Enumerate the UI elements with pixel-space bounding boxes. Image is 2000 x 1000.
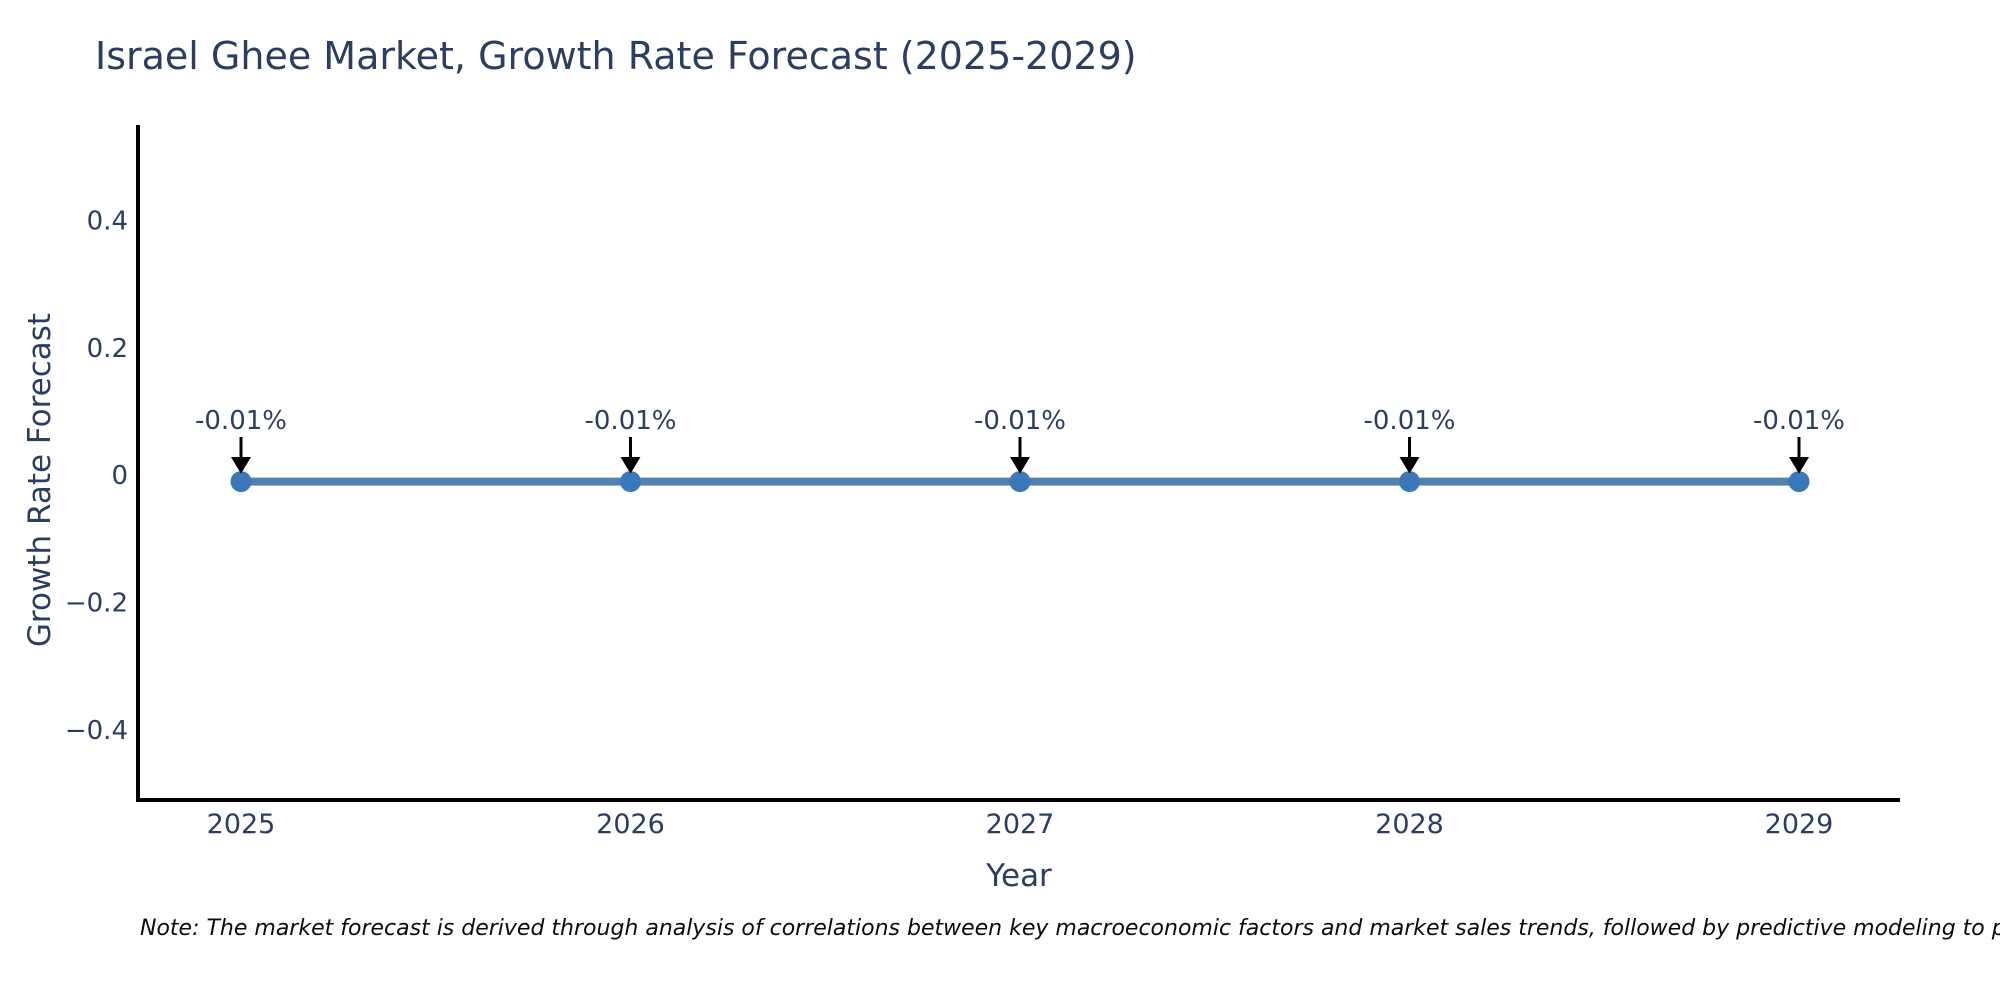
x-tick-label: 2026	[596, 809, 665, 840]
x-tick-label: 2027	[986, 809, 1055, 840]
x-axis-title: Year	[986, 858, 1052, 894]
annotation-arrowhead-icon	[1010, 457, 1030, 474]
y-tick-label: 0.2	[87, 334, 128, 364]
y-tick-label: −0.2	[65, 589, 128, 619]
data-point-marker[interactable]	[1009, 471, 1031, 493]
annotation-arrowhead-icon	[231, 457, 251, 474]
data-point-annotation: -0.01%	[585, 406, 677, 436]
data-point-marker[interactable]	[620, 471, 641, 493]
data-point-annotation: -0.01%	[195, 406, 287, 436]
data-point-marker[interactable]	[1399, 471, 1420, 493]
chart-title: Israel Ghee Market, Growth Rate Forecast…	[95, 34, 1137, 78]
annotation-arrowhead-icon	[1399, 457, 1420, 474]
data-point-annotation: -0.01%	[1753, 406, 1845, 436]
annotation-arrowhead-icon	[620, 457, 641, 474]
x-tick-label: 2025	[207, 809, 276, 840]
annotation-arrowhead-icon	[1789, 457, 1809, 474]
x-tick-label: 2029	[1765, 809, 1834, 840]
data-point-annotation: -0.01%	[1364, 406, 1456, 436]
y-tick-label: −0.4	[65, 716, 128, 746]
data-point-marker[interactable]	[1788, 471, 1810, 493]
data-point-annotation: -0.01%	[974, 406, 1066, 436]
x-tick-label: 2028	[1375, 809, 1444, 840]
y-tick-label: 0	[111, 461, 128, 491]
y-tick-label: 0.4	[87, 207, 128, 237]
data-point-marker[interactable]	[230, 471, 252, 493]
footnote: Note: The market forecast is derived thr…	[140, 916, 2000, 941]
